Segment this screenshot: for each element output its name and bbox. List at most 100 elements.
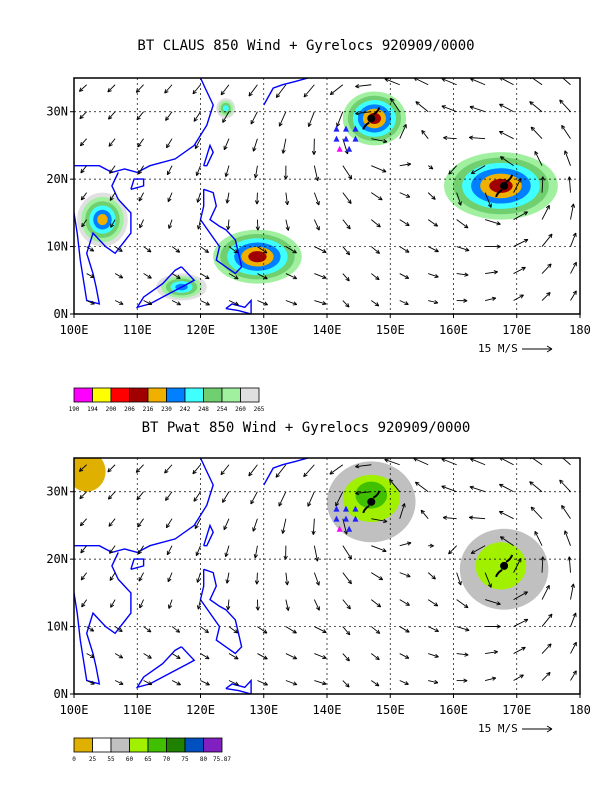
wind-vector-head bbox=[405, 222, 410, 227]
colorbar-label: 75 bbox=[181, 756, 189, 763]
wind-vector-head bbox=[374, 682, 380, 687]
wind-vector-head bbox=[346, 605, 351, 610]
wind-vector bbox=[456, 626, 470, 631]
wind-vector bbox=[227, 599, 230, 610]
x-tick-label: 110E bbox=[123, 703, 152, 717]
wind-vector-head bbox=[234, 681, 239, 686]
wind-vector bbox=[285, 599, 289, 611]
wind-vector-head bbox=[530, 126, 536, 131]
wind-vector bbox=[171, 680, 181, 686]
wind-vector-head bbox=[519, 294, 524, 299]
wind-vector bbox=[137, 138, 144, 148]
x-tick-label: 170E bbox=[502, 323, 531, 337]
wind-vector-head bbox=[376, 223, 381, 228]
wind-vector-head bbox=[79, 521, 85, 527]
wind-vector bbox=[285, 626, 297, 634]
x-tick-label: 160E bbox=[439, 703, 468, 717]
wind-vector-head bbox=[345, 656, 350, 662]
wind-vector bbox=[428, 273, 439, 278]
wind-vector bbox=[223, 518, 230, 530]
wind-vector-head bbox=[546, 291, 551, 297]
wind-vector bbox=[136, 491, 144, 501]
wind-vector bbox=[220, 464, 230, 476]
wind-vector-head bbox=[404, 274, 410, 279]
wind-vector bbox=[427, 192, 436, 200]
wind-vector-head bbox=[375, 655, 380, 661]
wind-vector bbox=[399, 626, 410, 633]
wind-vector-head bbox=[225, 579, 230, 584]
y-tick-label: 0N bbox=[54, 307, 68, 321]
y-tick-label: 20N bbox=[46, 552, 68, 566]
colorbar-label: 248 bbox=[198, 406, 209, 413]
wind-vector-head bbox=[196, 225, 202, 230]
wind-vector-head bbox=[165, 116, 170, 121]
wind-vector bbox=[570, 290, 577, 301]
gyreloc-marker bbox=[333, 135, 340, 142]
wind-vector bbox=[81, 599, 88, 608]
wind-vector-head bbox=[254, 200, 260, 205]
x-tick-label: 180 bbox=[569, 323, 591, 337]
wind-vector-head bbox=[262, 629, 268, 634]
wind-vector-head bbox=[404, 681, 409, 686]
wind-vector-head bbox=[220, 90, 225, 96]
colorbar-label: 25 bbox=[89, 756, 97, 763]
wind-vector-head bbox=[90, 300, 95, 305]
wind-vector bbox=[197, 219, 201, 230]
y-tick-label: 30N bbox=[46, 105, 68, 119]
wind-vector-head bbox=[406, 573, 411, 578]
wind-vector-head bbox=[470, 549, 476, 554]
wind-vector bbox=[562, 78, 571, 86]
wind-vector bbox=[108, 111, 116, 120]
wind-vector-head bbox=[496, 624, 501, 629]
coastline bbox=[199, 188, 243, 275]
wind-vector bbox=[420, 509, 429, 519]
wind-vector bbox=[285, 300, 297, 305]
wind-vector bbox=[200, 246, 209, 253]
wind-vector bbox=[200, 626, 209, 634]
wind-vector bbox=[469, 106, 486, 113]
wind-vector bbox=[248, 464, 258, 477]
wind-vector bbox=[171, 273, 181, 279]
wind-vector bbox=[568, 176, 571, 193]
wind-vector-head bbox=[147, 274, 152, 279]
vector-scale-arrowhead bbox=[546, 725, 553, 733]
wind-vector bbox=[108, 138, 116, 147]
wind-vector bbox=[143, 653, 152, 659]
wind-vector-head bbox=[275, 93, 281, 98]
wind-vector bbox=[109, 545, 116, 554]
wind-vector-head bbox=[166, 170, 171, 176]
wind-vector bbox=[484, 192, 492, 208]
wind-vector bbox=[355, 111, 372, 115]
wind-vector bbox=[248, 84, 258, 97]
wind-vector-head bbox=[382, 168, 387, 173]
wind-vector bbox=[399, 246, 410, 253]
wind-vector-head bbox=[499, 78, 503, 81]
wind-vector-head bbox=[307, 122, 312, 127]
wind-vector-head bbox=[139, 223, 144, 229]
wind-vector bbox=[313, 545, 318, 562]
wind-vector-head bbox=[329, 470, 334, 475]
x-tick-label: 150E bbox=[376, 323, 405, 337]
wind-vector bbox=[456, 653, 469, 656]
wind-vector bbox=[257, 246, 268, 254]
wind-vector bbox=[534, 151, 543, 166]
wind-vector bbox=[168, 599, 173, 609]
wind-vector-head bbox=[547, 263, 552, 268]
wind-vector bbox=[250, 111, 258, 125]
wind-vector bbox=[469, 136, 486, 140]
wind-vector-head bbox=[429, 543, 434, 548]
wind-vector bbox=[513, 239, 529, 247]
wind-vector-head bbox=[559, 99, 564, 104]
x-tick-label: 100E bbox=[60, 703, 89, 717]
wind-vector bbox=[285, 572, 288, 586]
chart2-title: BT Pwat 850 Wind + Gyrelocs 920909/0000 bbox=[141, 420, 471, 436]
wind-vector-head bbox=[250, 499, 255, 505]
wind-vector-head bbox=[465, 247, 470, 252]
wind-vector bbox=[342, 273, 350, 282]
wind-vector bbox=[370, 273, 380, 281]
wind-vector-head bbox=[355, 464, 360, 469]
wind-vector bbox=[252, 138, 258, 152]
wind-vector bbox=[313, 599, 320, 611]
wind-vector-head bbox=[345, 250, 351, 256]
wind-vector-head bbox=[322, 249, 327, 253]
